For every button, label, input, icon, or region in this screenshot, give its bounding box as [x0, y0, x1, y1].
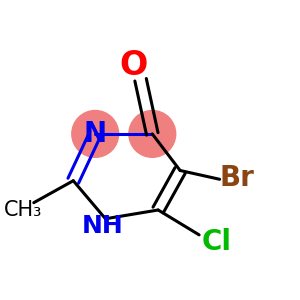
Text: N: N: [84, 120, 107, 148]
Text: CH₃: CH₃: [4, 200, 43, 220]
Text: NH: NH: [82, 214, 123, 238]
Text: Br: Br: [220, 164, 255, 192]
Text: Cl: Cl: [202, 228, 232, 256]
Circle shape: [72, 110, 119, 157]
Circle shape: [129, 110, 176, 157]
Text: O: O: [119, 49, 147, 82]
